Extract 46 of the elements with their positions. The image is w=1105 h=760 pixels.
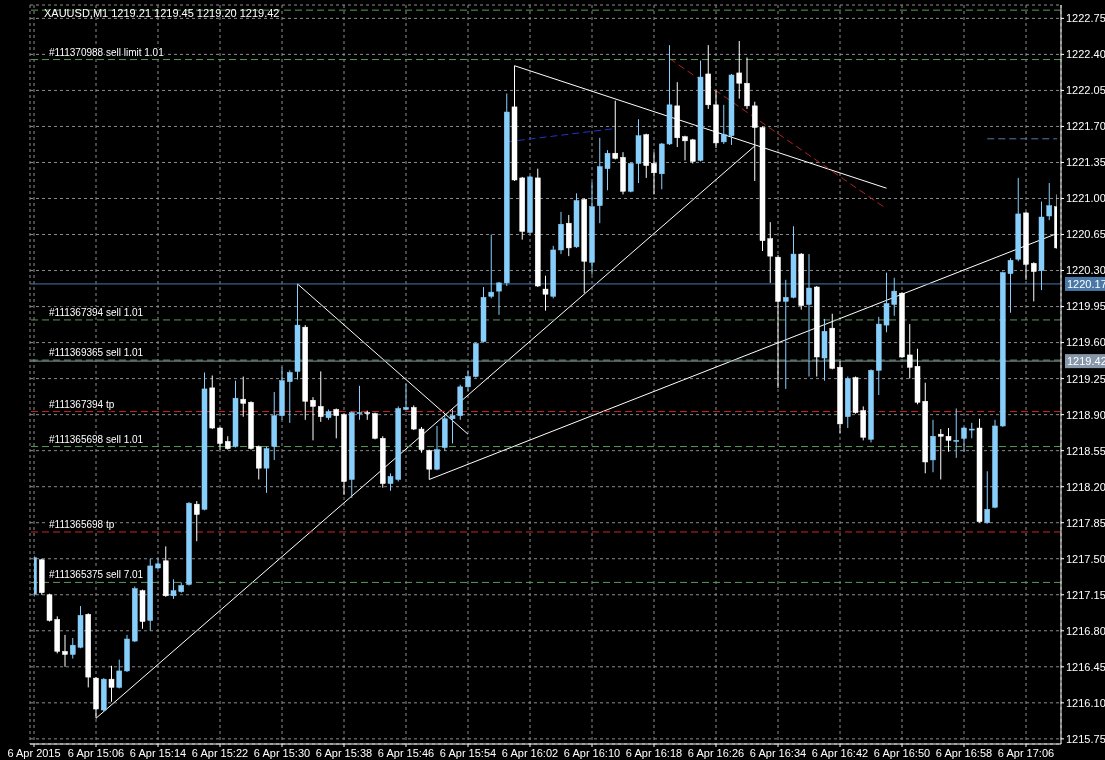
x-tick-label: 6 Apr 16:02 — [501, 746, 559, 759]
ref-line-label: #111370988 sell limit 1.01 — [49, 46, 165, 58]
y-tick-label: 1218.55 — [1066, 444, 1105, 457]
x-tick-label: 6 Apr 16:58 — [935, 746, 993, 759]
x-tick-label: 6 Apr 2015 — [7, 746, 61, 759]
y-tick-label: 1216.10 — [1066, 696, 1105, 709]
x-tick-label: 6 Apr 15:54 — [439, 746, 497, 759]
x-tick-label: 6 Apr 16:34 — [749, 746, 807, 759]
x-tick-label: 6 Apr 16:26 — [687, 746, 745, 759]
y-tick-label: 1216.80 — [1066, 624, 1105, 637]
ref-line-label: #111369365 sell 1.01 — [49, 347, 144, 359]
y-tick-label: 1215.75 — [1066, 732, 1105, 745]
x-tick-label: 6 Apr 16:18 — [625, 746, 683, 759]
ref-line-label: #111365698 sell 1.01 — [49, 433, 144, 445]
x-tick-label: 6 Apr 15:30 — [253, 746, 311, 759]
y-tick-label: 1221.70 — [1066, 120, 1105, 133]
ref-line-label: #111365375 sell 7.01 — [49, 569, 144, 581]
y-tick-label: 1217.15 — [1066, 588, 1105, 601]
y-tick-label: 1219.60 — [1066, 336, 1105, 349]
y-tick-label: 1218.20 — [1066, 480, 1105, 493]
ref-line-label: #111367394 tp — [49, 398, 115, 410]
ref-line-label: #111367394 sell 1.01 — [49, 306, 144, 318]
y-tick-label: 1216.45 — [1066, 660, 1105, 673]
y-tick-label: 1222.05 — [1066, 84, 1105, 97]
y-tick-label: 1217.85 — [1066, 516, 1105, 529]
x-tick-label: 6 Apr 15:06 — [67, 746, 125, 759]
y-tick-label: 1221.35 — [1066, 156, 1105, 169]
chart-title: XAUUSD,M1 1219.21 1219.45 1219.20 1219.42 — [44, 7, 280, 19]
ref-line-label: #111365698 tp — [49, 518, 115, 530]
x-tick-label: 6 Apr 15:14 — [129, 746, 187, 759]
y-tick-label: 1220.30 — [1066, 264, 1105, 277]
y-tick-label: 1222.40 — [1066, 48, 1105, 61]
y-tick-label: 1219.25 — [1066, 372, 1105, 385]
y-tick-label: 1217.50 — [1066, 552, 1105, 565]
y-tick-label: 1220.65 — [1066, 228, 1105, 241]
x-tick-label: 6 Apr 15:38 — [315, 746, 373, 759]
x-tick-label: 6 Apr 15:22 — [191, 746, 249, 759]
y-tick-label: 1219.95 — [1066, 300, 1105, 313]
x-tick-label: 6 Apr 16:50 — [873, 746, 931, 759]
y-tick-label: 1222.75 — [1066, 12, 1105, 25]
y-tick-label: 1221.00 — [1066, 192, 1105, 205]
x-tick-label: 6 Apr 16:10 — [563, 746, 621, 759]
x-tick-label: 6 Apr 16:42 — [811, 746, 869, 759]
y-tick-label: 1218.90 — [1066, 408, 1105, 421]
x-tick-label: 6 Apr 15:46 — [377, 746, 435, 759]
x-tick-label: 6 Apr 17:06 — [997, 746, 1055, 759]
